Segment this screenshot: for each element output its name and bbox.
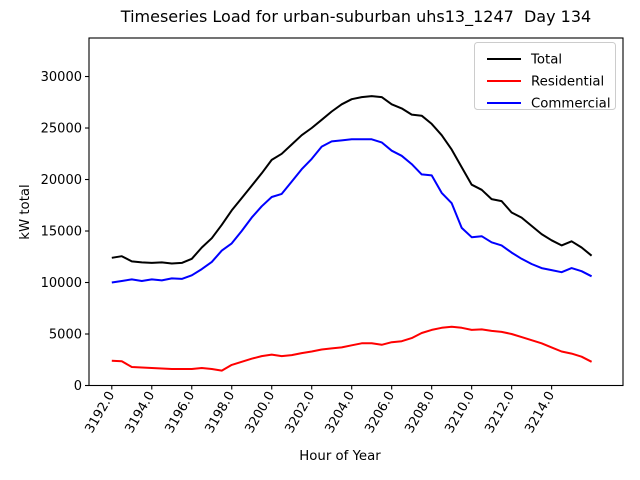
series-lines <box>111 95 593 372</box>
y-tick-label: 10000 <box>41 276 82 291</box>
legend-entry-residential: Residential <box>487 75 604 90</box>
legend-label-total: Total <box>530 53 562 68</box>
x-tick-label: 3204.0 <box>322 389 358 436</box>
x-tick-label: 3202.0 <box>282 389 318 436</box>
y-tick-label: 20000 <box>41 173 82 188</box>
x-tick-label: 3200.0 <box>242 389 278 436</box>
axis-ticks: 3192.0 3194.0 3196.0 3198.0 3200.0 3202.0 3204… <box>41 70 558 436</box>
legend-label-residential: Residential <box>531 75 604 90</box>
chart-title: Timeseries Load for urban-suburban uhs13… <box>120 7 591 27</box>
y-tick-label: 25000 <box>41 122 82 137</box>
series-line-total <box>111 95 593 265</box>
x-tick-label: 3210.0 <box>442 389 478 436</box>
x-tick-label: 3192.0 <box>83 389 119 436</box>
y-axis-label: kW total <box>18 184 33 239</box>
y-tick-label: 15000 <box>41 225 82 240</box>
x-tick-label: 3198.0 <box>202 389 238 436</box>
legend-label-commercial: Commercial <box>531 97 611 112</box>
y-tick-label: 30000 <box>41 70 82 85</box>
x-tick-label: 3208.0 <box>402 389 438 436</box>
series-line-residential <box>111 325 593 372</box>
x-tick-label: 3212.0 <box>482 389 518 436</box>
y-tick-label: 5000 <box>49 328 82 343</box>
legend: Total Residential Commercial <box>474 42 616 112</box>
x-tick-label: 3194.0 <box>123 389 159 436</box>
y-tick-label: 0 <box>74 379 82 394</box>
plot-frame <box>88 37 624 387</box>
x-axis-label: Hour of Year <box>299 449 381 464</box>
x-tick-label: 3206.0 <box>362 389 398 436</box>
x-tick-label: 3214.0 <box>522 389 558 436</box>
legend-entry-total: Total <box>487 53 562 68</box>
legend-entry-commercial: Commercial <box>487 97 611 112</box>
x-tick-label: 3196.0 <box>162 389 198 436</box>
series-line-commercial <box>111 138 593 284</box>
